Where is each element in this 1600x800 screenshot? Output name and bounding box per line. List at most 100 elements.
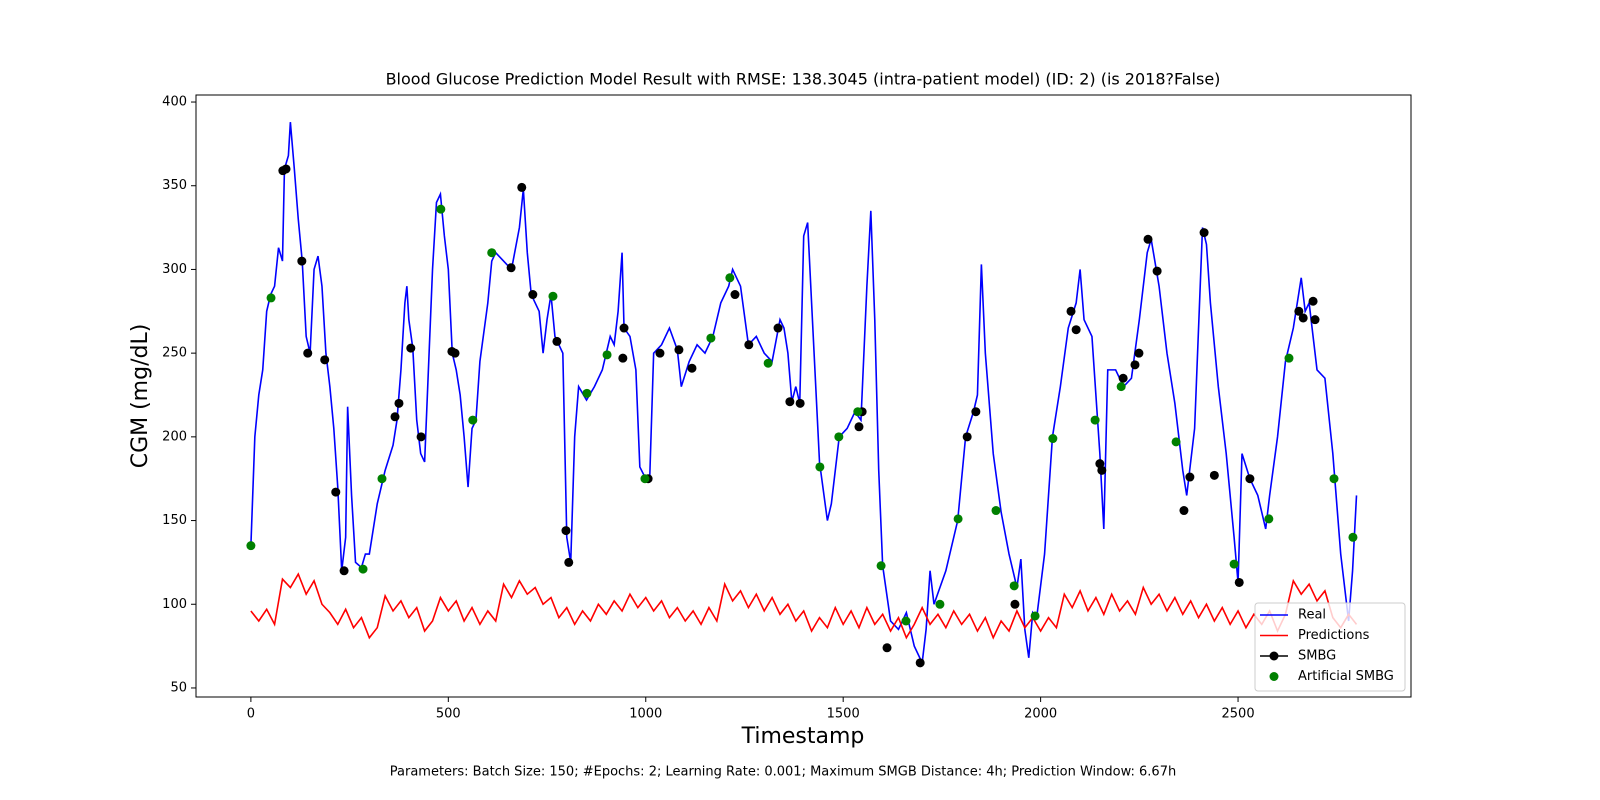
point <box>358 564 368 574</box>
point <box>853 407 863 417</box>
point <box>1090 415 1100 425</box>
y-tick-label: 100 <box>162 597 187 612</box>
point <box>281 164 291 174</box>
point <box>320 355 330 365</box>
x-tick-label: 1000 <box>629 707 662 722</box>
point <box>602 350 612 360</box>
point <box>1348 532 1358 542</box>
x-tick-label: 2500 <box>1222 707 1255 722</box>
point <box>763 358 773 368</box>
plot <box>246 122 1358 668</box>
point <box>901 616 911 626</box>
point <box>915 658 925 668</box>
point <box>1010 599 1020 609</box>
point <box>785 397 795 407</box>
y-tick-label: 300 <box>162 262 187 277</box>
point <box>1179 506 1189 516</box>
x-tick-label: 500 <box>436 707 461 722</box>
legend-label: Artificial SMBG <box>1298 669 1394 684</box>
point <box>390 412 400 422</box>
point <box>640 474 650 484</box>
point <box>1329 474 1339 484</box>
point <box>406 343 416 353</box>
point <box>876 561 886 571</box>
point <box>303 348 313 358</box>
point <box>730 290 740 300</box>
point <box>564 557 574 567</box>
legend-label: Real <box>1298 608 1326 623</box>
point <box>1294 306 1304 316</box>
point <box>953 514 963 524</box>
y-tick-label: 250 <box>162 346 187 361</box>
point <box>1116 382 1126 392</box>
point <box>1310 315 1320 325</box>
point <box>450 348 460 358</box>
point <box>1209 470 1219 480</box>
point <box>1030 611 1040 621</box>
point <box>331 487 341 497</box>
x-tick-label: 1500 <box>827 707 860 722</box>
point <box>706 333 716 343</box>
point <box>517 182 527 192</box>
y-tick-label: 50 <box>170 680 187 695</box>
point <box>377 474 387 484</box>
y-tick-label: 200 <box>162 429 187 444</box>
point <box>1264 514 1274 524</box>
point <box>552 336 562 346</box>
point <box>548 291 558 301</box>
point <box>1308 296 1318 306</box>
point <box>297 256 307 266</box>
point <box>687 363 697 373</box>
point <box>416 432 426 442</box>
point <box>487 248 497 258</box>
point <box>1284 353 1294 363</box>
point <box>246 541 256 551</box>
point <box>854 422 864 432</box>
point <box>674 345 684 355</box>
footer: Parameters: Batch Size: 150; #Epochs: 2;… <box>390 765 1176 780</box>
point <box>1185 472 1195 482</box>
point <box>935 599 945 609</box>
point <box>1048 434 1058 444</box>
point <box>436 204 446 214</box>
point <box>795 398 805 408</box>
point <box>834 432 844 442</box>
y-axis-label: CGM (mg/dL) <box>128 324 153 469</box>
point <box>506 263 516 273</box>
point <box>991 506 1001 516</box>
chart-title: Blood Glucose Prediction Model Result wi… <box>386 70 1221 89</box>
y-tick-label: 150 <box>162 513 187 528</box>
point <box>744 340 754 350</box>
point <box>619 323 629 333</box>
point <box>266 293 276 303</box>
point <box>1097 465 1107 475</box>
point <box>582 388 592 398</box>
point <box>962 432 972 442</box>
x-tick-label: 0 <box>247 707 255 722</box>
point <box>1143 234 1153 244</box>
series-line <box>250 572 1358 640</box>
legend-box <box>1254 602 1406 692</box>
point <box>1199 228 1209 238</box>
legend-marker <box>1269 672 1279 681</box>
x-tick-label: 2000 <box>1024 707 1057 722</box>
point <box>1245 474 1255 484</box>
point <box>1118 373 1128 383</box>
point <box>1066 306 1076 316</box>
series-line <box>250 122 1358 666</box>
point <box>1229 559 1239 569</box>
point <box>1009 581 1019 591</box>
point <box>655 348 665 358</box>
point <box>618 353 628 363</box>
point <box>1234 577 1244 587</box>
point <box>725 273 735 283</box>
point <box>971 407 981 417</box>
legend-marker <box>1269 651 1279 661</box>
y-tick-label: 350 <box>162 178 187 193</box>
point <box>528 290 538 300</box>
point <box>1171 437 1181 447</box>
plot-frame <box>195 94 1412 698</box>
point <box>339 566 349 576</box>
legend-label: SMBG <box>1298 649 1336 664</box>
